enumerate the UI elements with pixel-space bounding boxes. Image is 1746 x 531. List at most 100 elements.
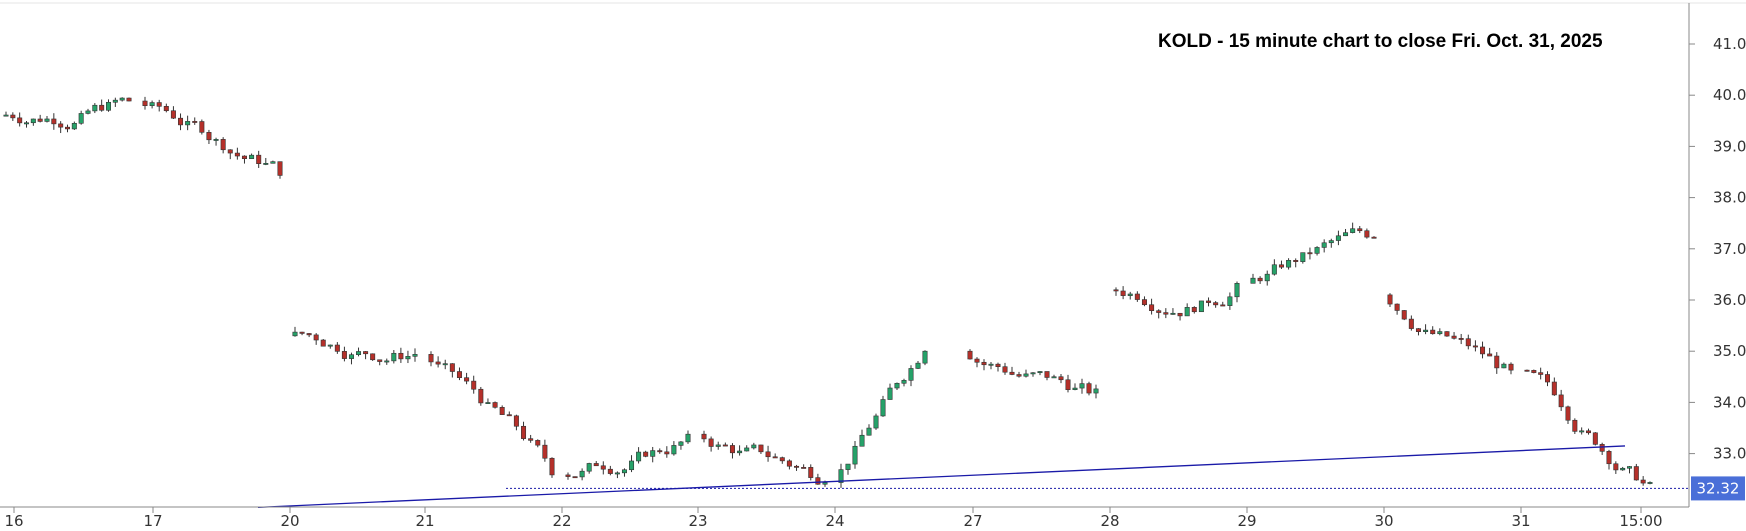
candle-body xyxy=(1343,232,1349,237)
candle-body xyxy=(915,362,921,369)
candle-body xyxy=(1328,240,1334,244)
candle-body xyxy=(1551,381,1557,396)
candle-body xyxy=(1030,372,1036,375)
candle-body xyxy=(1177,312,1183,317)
candle-body xyxy=(348,354,354,359)
candle-body xyxy=(1640,479,1646,484)
candle-body xyxy=(1350,228,1356,233)
time-axis: 16 17 20 21 22 23 24 27 28 29 30 31 15:00 xyxy=(4,507,1663,530)
candle-body xyxy=(213,139,219,141)
candle-body xyxy=(549,457,555,476)
candle-body xyxy=(779,457,785,462)
y-tick-label: 33.00 xyxy=(1713,445,1746,463)
candle-body xyxy=(1415,328,1421,332)
candle-body xyxy=(499,407,505,415)
candle-body xyxy=(1198,300,1204,313)
x-tick-label: 29 xyxy=(1237,512,1256,530)
candle-body xyxy=(334,344,340,352)
candle-body xyxy=(729,445,735,454)
x-tick-label: 30 xyxy=(1374,512,1393,530)
candle-body xyxy=(988,363,994,366)
candle-body xyxy=(206,132,212,141)
last-price-tag: 32.32 xyxy=(1691,476,1745,501)
candle-body xyxy=(1387,294,1393,305)
candle-body xyxy=(794,465,800,468)
candle-body xyxy=(428,354,434,363)
candle-body xyxy=(1357,228,1363,232)
candle-body xyxy=(313,334,319,341)
candle-body xyxy=(772,456,778,459)
candle-body xyxy=(1531,370,1537,373)
candle-body xyxy=(199,121,205,133)
candle-body xyxy=(922,350,928,364)
candle-body xyxy=(1494,355,1500,369)
candle-body xyxy=(178,117,184,126)
candle-body xyxy=(1401,310,1407,320)
candle-body xyxy=(1213,302,1219,306)
candle-body xyxy=(485,402,491,404)
last-price-tag-bg xyxy=(1691,476,1745,501)
candle-body xyxy=(579,470,585,478)
x-tick-label: 24 xyxy=(825,512,844,530)
candle-body xyxy=(1524,369,1530,372)
candle-body xyxy=(722,444,728,447)
candle-body xyxy=(30,118,36,124)
candle-body xyxy=(765,451,771,458)
candle-body xyxy=(1163,312,1169,315)
candle-body xyxy=(629,460,635,471)
candle-body xyxy=(1437,331,1443,335)
candle-body xyxy=(1501,363,1507,369)
candle-body xyxy=(71,122,77,130)
candle-body xyxy=(1307,252,1313,255)
candle-body xyxy=(405,356,411,360)
candle-body xyxy=(1113,289,1119,292)
candle-body xyxy=(1072,387,1078,390)
candle-body xyxy=(277,161,283,176)
candle-body xyxy=(270,161,276,164)
candle-body xyxy=(92,104,98,112)
candle-body xyxy=(1065,379,1071,390)
candle-body xyxy=(391,352,397,362)
candle-body xyxy=(535,440,541,446)
x-tick-label: 31 xyxy=(1511,512,1530,530)
candle-body xyxy=(887,387,893,400)
candle-body xyxy=(320,339,326,347)
candle-body xyxy=(1250,277,1256,284)
candle-body xyxy=(1572,419,1578,432)
chart-title: KOLD - 15 minute chart to close Fri. Oct… xyxy=(1158,31,1603,52)
candle-body xyxy=(156,102,162,107)
y-tick-label: 38.00 xyxy=(1713,189,1746,207)
candle-body xyxy=(1264,273,1270,282)
candle-body xyxy=(1465,338,1471,347)
candle-body xyxy=(1058,376,1064,381)
candle-body xyxy=(1472,345,1478,348)
candle-body xyxy=(1538,372,1544,375)
candle-body xyxy=(1170,312,1176,315)
candle-body xyxy=(370,353,376,361)
candle-body xyxy=(58,123,64,128)
candle-body xyxy=(356,351,362,356)
candle-body xyxy=(1044,371,1050,378)
y-tick-label: 35.00 xyxy=(1713,342,1746,360)
candle-body xyxy=(119,97,125,101)
candle-body xyxy=(1271,264,1277,275)
candle-body xyxy=(808,467,814,478)
y-tick-label: 40.00 xyxy=(1713,86,1746,104)
candle-body xyxy=(1430,329,1436,335)
candle-body xyxy=(1508,363,1514,371)
x-tick-label: 27 xyxy=(963,512,982,530)
candle-body xyxy=(607,468,613,474)
candle-body xyxy=(65,126,71,130)
candle-body xyxy=(1565,406,1571,421)
candle-body xyxy=(838,469,844,483)
candle-body xyxy=(815,477,821,485)
x-tick-label: 22 xyxy=(552,512,571,530)
candle-body xyxy=(1149,304,1155,311)
candle-body xyxy=(664,451,670,455)
candle-body xyxy=(435,361,441,365)
candle-body xyxy=(241,155,247,160)
candle-body xyxy=(299,331,305,334)
candle-body xyxy=(1141,299,1147,306)
candle-body xyxy=(1647,482,1653,484)
